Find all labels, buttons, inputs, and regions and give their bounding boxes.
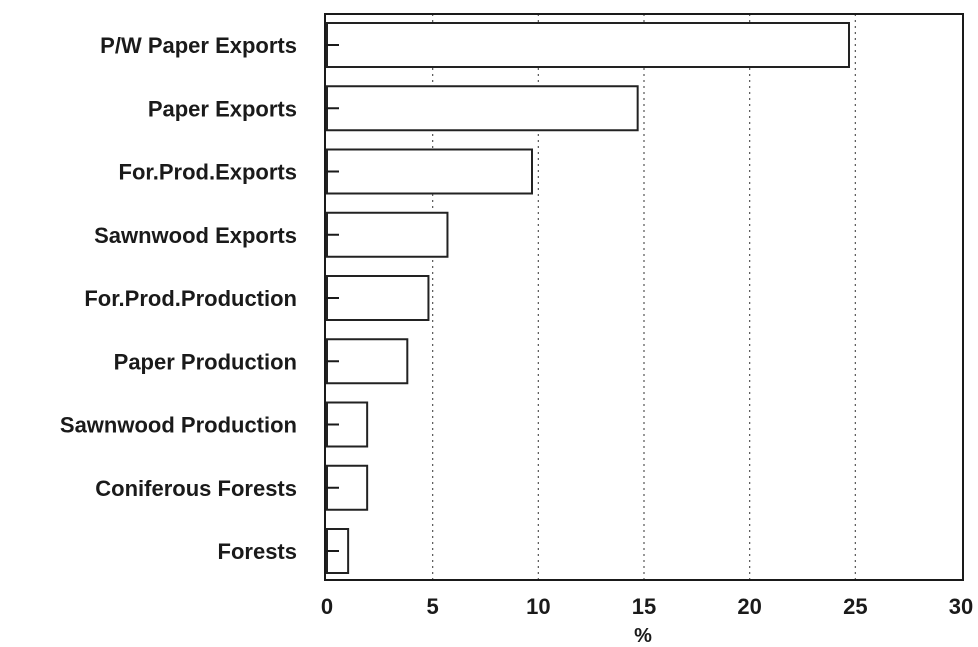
bar [326, 338, 409, 385]
bar [326, 275, 430, 321]
x-tick-label: 10 [526, 594, 550, 619]
x-tick-label: 25 [843, 594, 867, 619]
bar [326, 148, 533, 195]
category-label: Sawnwood Production [60, 413, 297, 438]
category-label: P/W Paper Exports [100, 33, 297, 58]
x-tick-labels: 0 5 10 15 20 25 30 [321, 594, 973, 619]
category-label: For.Prod.Exports [119, 160, 297, 185]
x-tick-label: 15 [632, 594, 656, 619]
grid-lines [432, 14, 856, 580]
category-label: Paper Exports [148, 96, 297, 121]
bar [326, 85, 639, 132]
category-label: Forests [218, 539, 297, 564]
category-label: Paper Production [114, 349, 297, 374]
bar [326, 211, 449, 258]
x-tick-label: 5 [427, 594, 439, 619]
x-tick-label: 30 [949, 594, 973, 619]
bar [326, 22, 850, 68]
y-ticks [325, 44, 339, 552]
x-tick-label: 20 [737, 594, 761, 619]
category-label: Coniferous Forests [95, 476, 297, 501]
category-label: Sawnwood Exports [94, 223, 297, 248]
category-labels: P/W Paper Exports Paper Exports For.Prod.E… [60, 33, 297, 564]
x-tick-label: 0 [321, 594, 333, 619]
category-label: For.Prod.Production [84, 286, 297, 311]
bars [326, 22, 850, 574]
x-axis-title: % [634, 625, 652, 647]
